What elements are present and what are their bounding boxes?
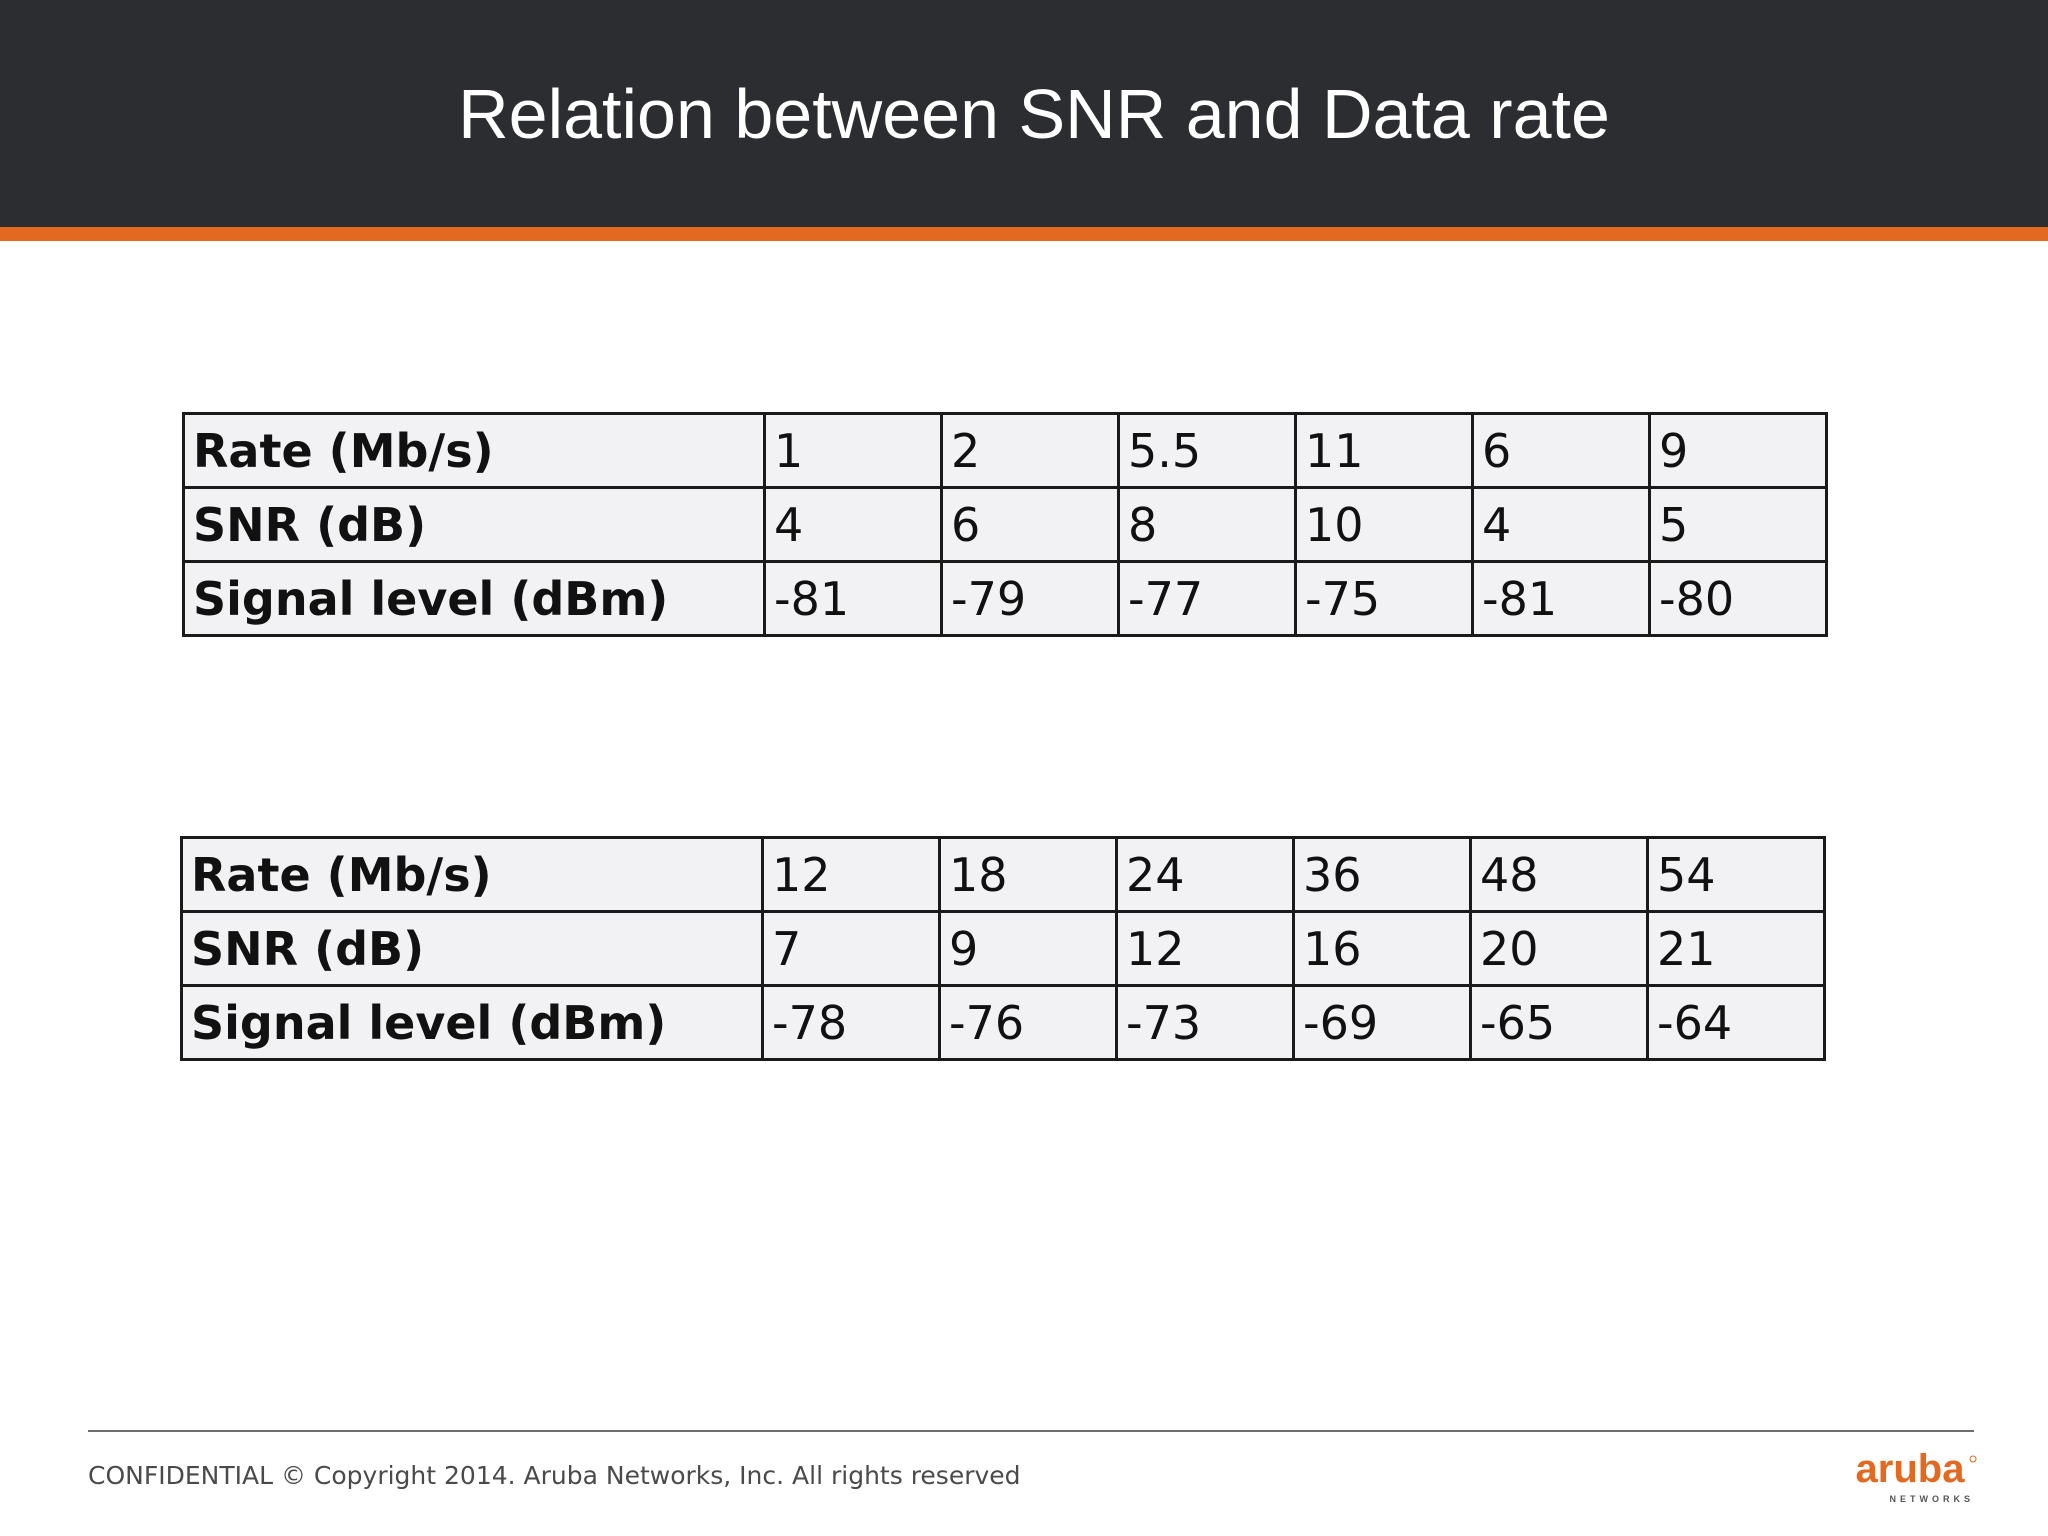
table-cell: 10: [1294, 486, 1474, 563]
table-cell: -81: [1471, 560, 1651, 637]
table-cell: -73: [1115, 984, 1295, 1061]
table-cell: 21: [1646, 910, 1826, 987]
table-cell: 6: [1471, 412, 1651, 489]
row-label: Rate (Mb/s): [182, 412, 766, 489]
table-cell: -75: [1294, 560, 1474, 637]
table-cell: 24: [1115, 836, 1295, 913]
table-cell: 12: [1115, 910, 1295, 987]
row-label: SNR (dB): [182, 486, 766, 563]
table-cell: 5.5: [1117, 412, 1297, 489]
table-cell: 4: [763, 486, 943, 563]
row-label: Signal level (dBm): [182, 560, 766, 637]
logo-wordmark: aruba: [1856, 1448, 1966, 1491]
table-cell: -76: [938, 984, 1118, 1061]
table-cell: 1: [763, 412, 943, 489]
table-cell: -80: [1648, 560, 1828, 637]
table-cell: -65: [1469, 984, 1649, 1061]
table-cell: -81: [763, 560, 943, 637]
table-cell: 20: [1469, 910, 1649, 987]
table-cell: 54: [1646, 836, 1826, 913]
logo-subtitle: NETWORKS: [1890, 1494, 1975, 1504]
table-cell: 12: [761, 836, 941, 913]
table-row-snr: SNR (dB) 4 6 8 10 4 5: [182, 486, 1828, 563]
table-cell: 4: [1471, 486, 1651, 563]
row-label: Rate (Mb/s): [180, 836, 764, 913]
row-label: SNR (dB): [180, 910, 764, 987]
table-cell: 18: [938, 836, 1118, 913]
slide-title: Relation between SNR and Data rate: [458, 74, 1610, 153]
aruba-logo: aruba NETWORKS: [1856, 1448, 1977, 1504]
data-table-2: Rate (Mb/s) 12 18 24 36 48 54 SNR (dB) 7…: [180, 836, 1826, 1061]
table-cell: 5: [1648, 486, 1828, 563]
table-row-rate: Rate (Mb/s) 12 18 24 36 48 54: [180, 836, 1826, 913]
table-cell: 36: [1292, 836, 1472, 913]
table-cell: -77: [1117, 560, 1297, 637]
table-cell: 9: [1648, 412, 1828, 489]
table-cell: 11: [1294, 412, 1474, 489]
table-cell: -78: [761, 984, 941, 1061]
table-cell: 6: [940, 486, 1120, 563]
table-row-signal: Signal level (dBm) -78 -76 -73 -69 -65 -…: [180, 984, 1826, 1061]
table-cell: 48: [1469, 836, 1649, 913]
table-cell: -64: [1646, 984, 1826, 1061]
title-bar: [0, 0, 2048, 227]
footer-divider: [88, 1430, 1974, 1432]
table-cell: 16: [1292, 910, 1472, 987]
table-row-signal: Signal level (dBm) -81 -79 -77 -75 -81 -…: [182, 560, 1828, 637]
row-label: Signal level (dBm): [180, 984, 764, 1061]
table-cell: -79: [940, 560, 1120, 637]
table-row-snr: SNR (dB) 7 9 12 16 20 21: [180, 910, 1826, 987]
table-cell: 8: [1117, 486, 1297, 563]
table-cell: -69: [1292, 984, 1472, 1061]
accent-stripe: [0, 227, 2048, 241]
table-cell: 2: [940, 412, 1120, 489]
table-cell: 9: [938, 910, 1118, 987]
table-row-rate: Rate (Mb/s) 1 2 5.5 11 6 9: [182, 412, 1828, 489]
table-cell: 7: [761, 910, 941, 987]
footer-copyright: CONFIDENTIAL © Copyright 2014. Aruba Net…: [88, 1461, 1021, 1490]
data-table-1: Rate (Mb/s) 1 2 5.5 11 6 9 SNR (dB) 4 6 …: [182, 412, 1828, 637]
registered-mark-icon: [1969, 1455, 1977, 1463]
